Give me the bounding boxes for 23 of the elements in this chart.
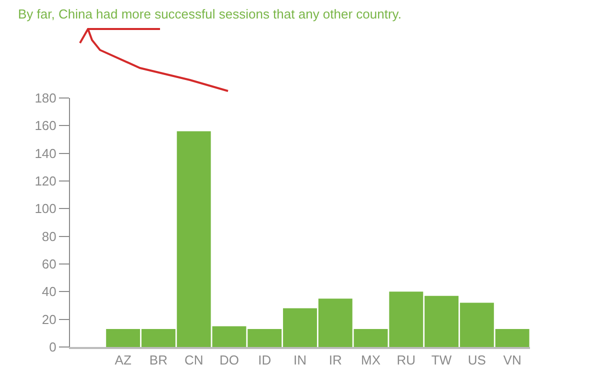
y-tick-label: 100: [34, 201, 56, 216]
x-tick-label: MX: [361, 352, 381, 368]
x-tick-label: VN: [503, 352, 522, 368]
x-tick-label: BR: [149, 352, 168, 368]
y-tick-label: 20: [42, 312, 56, 327]
x-tick-label: TW: [431, 352, 452, 368]
x-tick-label: ID: [258, 352, 272, 368]
x-tick-label: US: [468, 352, 486, 368]
y-tick-label: 80: [42, 228, 56, 244]
x-tick-label: IR: [328, 352, 342, 368]
y-tick-label: 160: [34, 118, 56, 134]
y-tick-label: 0: [49, 340, 56, 355]
x-tick-label: DO: [219, 352, 239, 368]
x-tick-label: CN: [184, 352, 204, 368]
y-tick-label: 120: [34, 174, 56, 189]
x-tick-label: IN: [294, 352, 306, 368]
y-tick-label: 180: [34, 90, 56, 106]
y-tick-label: 140: [34, 146, 56, 161]
chart-title: By far, China had more successful sessions that any other country.: [18, 6, 402, 22]
y-tick-label: 60: [42, 256, 56, 272]
x-tick-label: AZ: [114, 352, 132, 368]
x-tick-label: RU: [396, 352, 416, 368]
y-tick-label: 40: [42, 284, 56, 300]
